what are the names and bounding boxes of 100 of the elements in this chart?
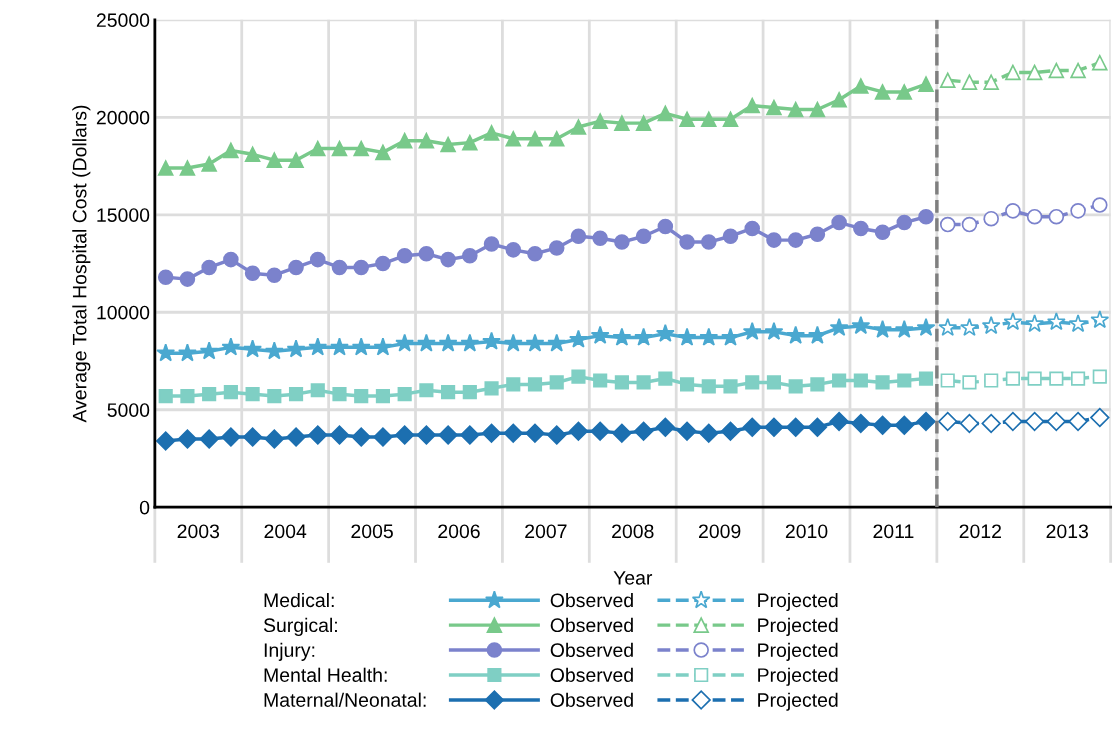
- point: [221, 337, 241, 356]
- point: [221, 427, 241, 447]
- point: [810, 377, 825, 392]
- point: [308, 425, 328, 445]
- text: Maternal/Neonatal:: [264, 692, 426, 707]
- point: [503, 333, 523, 352]
- point: [897, 373, 912, 388]
- legend-label: Observed: [550, 617, 633, 633]
- point: [570, 228, 587, 244]
- point: [373, 337, 393, 356]
- point: [1026, 64, 1043, 81]
- point: [1070, 62, 1086, 79]
- point: [549, 375, 564, 390]
- point: [614, 234, 630, 250]
- point: [896, 84, 913, 100]
- point: [679, 111, 695, 128]
- point: [916, 317, 936, 336]
- point: [962, 375, 977, 390]
- point: [701, 234, 717, 250]
- point: [1048, 62, 1065, 79]
- point: [266, 267, 283, 283]
- point: [590, 421, 610, 441]
- point: [722, 111, 739, 128]
- point: [397, 387, 412, 402]
- point: [1026, 208, 1043, 225]
- point: [677, 327, 697, 346]
- point: [264, 429, 284, 449]
- point: [1024, 411, 1045, 432]
- point: [1003, 411, 1023, 432]
- point: [1049, 371, 1064, 386]
- point: [612, 423, 632, 443]
- point: [984, 373, 999, 388]
- point: [938, 317, 958, 336]
- point: [1005, 203, 1021, 219]
- point: [264, 341, 284, 360]
- x-tick-label: 2011: [873, 524, 914, 539]
- point: [353, 259, 369, 276]
- point: [351, 427, 371, 447]
- point: [332, 387, 347, 402]
- point: [612, 327, 632, 346]
- point: [375, 144, 391, 161]
- x-tick-label: 2009: [699, 524, 741, 539]
- point: [831, 91, 847, 108]
- point: [460, 333, 480, 352]
- point: [1090, 407, 1110, 428]
- point: [201, 156, 217, 172]
- x-tick-label: 2010: [785, 524, 828, 539]
- x-axis-title: Year: [613, 571, 653, 585]
- point: [527, 130, 543, 147]
- point: [506, 377, 521, 392]
- text: Injury:: [264, 642, 315, 661]
- point: [699, 327, 719, 346]
- point: [309, 140, 326, 157]
- point: [1092, 369, 1107, 384]
- point: [309, 251, 326, 268]
- point: [981, 316, 1001, 335]
- point: [918, 76, 934, 92]
- point: [201, 259, 217, 276]
- x-tick-label: 2003: [177, 524, 220, 539]
- text: Surgical:: [263, 617, 337, 636]
- point: [548, 240, 565, 256]
- point: [832, 373, 847, 388]
- legend-label: Observed: [550, 642, 633, 658]
- point: [329, 425, 350, 445]
- point: [180, 389, 195, 404]
- point: [1048, 208, 1065, 225]
- point: [592, 113, 608, 129]
- point: [286, 339, 306, 358]
- legend-label: Projected: [758, 692, 838, 711]
- point: [396, 247, 413, 264]
- x-tick-label: 2006: [438, 524, 480, 539]
- point: [657, 105, 674, 122]
- x-tick-label: 2012: [959, 524, 1001, 539]
- point: [223, 142, 239, 159]
- point: [179, 271, 196, 287]
- legend-label: Observed: [550, 692, 633, 707]
- point: [353, 140, 369, 157]
- point: [742, 417, 762, 437]
- x-tick-label: 2004: [264, 524, 307, 539]
- point: [918, 371, 934, 386]
- point: [569, 329, 588, 348]
- point: [679, 377, 695, 392]
- point: [679, 234, 695, 250]
- point: [1068, 314, 1088, 333]
- point: [788, 379, 803, 394]
- point: [223, 251, 239, 268]
- point: [655, 323, 675, 342]
- point: [418, 132, 435, 149]
- point: [416, 333, 436, 352]
- point: [396, 132, 413, 149]
- point: [699, 423, 719, 443]
- point: [482, 331, 501, 350]
- point: [460, 425, 480, 445]
- point: [1046, 312, 1066, 331]
- point: [764, 321, 784, 340]
- y-axis-title: Average Total Hospital Cost (Dollars): [72, 105, 91, 423]
- point: [571, 369, 586, 384]
- point: [223, 385, 238, 400]
- point: [179, 160, 196, 176]
- point: [199, 429, 219, 449]
